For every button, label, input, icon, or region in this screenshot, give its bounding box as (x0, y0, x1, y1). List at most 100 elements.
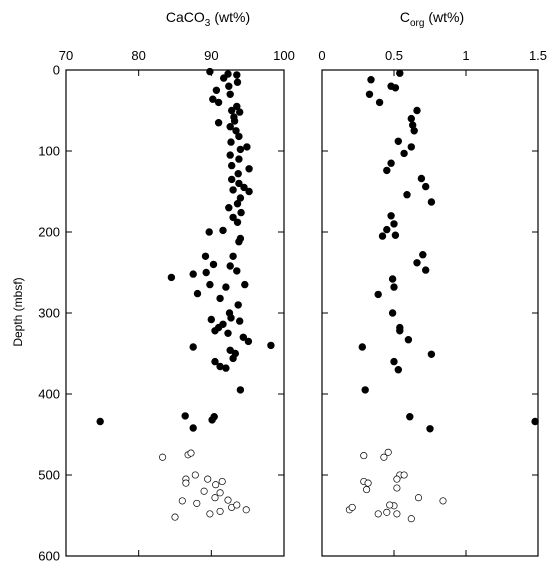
corg-filled-point (358, 343, 366, 351)
corg-filled-point (394, 137, 402, 146)
caco3-plot-frame (65, 69, 285, 557)
caco3-filled-point (234, 170, 242, 178)
corg-open-point (374, 510, 382, 518)
caco3-open-point (224, 496, 232, 504)
caco3-filled-point (233, 267, 241, 275)
axes-layer: 70 80 90 100 0 100 200 300 400 500 600 0 0.5 1 1.5 (38, 48, 547, 564)
corg-filled-point (387, 212, 395, 220)
caco3-filled-point (235, 238, 243, 246)
corg-filled-point (388, 275, 397, 283)
caco3-filled-point (245, 165, 253, 173)
caco3-open-point (204, 475, 212, 483)
corg-filled-point (407, 114, 415, 123)
caco3-filled-point (236, 108, 244, 116)
caco3-filled-point (243, 143, 251, 151)
corg-filled-point (396, 327, 404, 335)
caco3-filled-point (239, 333, 248, 341)
corg-filled-point (387, 159, 395, 167)
caco3-filled-point (236, 194, 245, 202)
caco3-x-tick-label: 100 (273, 48, 295, 63)
corg-open-point (407, 515, 415, 523)
caco3-filled-point (234, 301, 242, 309)
corg-filled-point (361, 386, 369, 394)
caco3-filled-point (206, 280, 214, 289)
caco3-filled-point (212, 86, 221, 95)
corg-open-point (393, 475, 401, 483)
caco3-filled-point (236, 145, 245, 154)
caco3-filled-point (216, 294, 224, 303)
corg-filled-point (413, 106, 421, 115)
caco3-filled-point (167, 273, 176, 282)
caco3-filled-point (206, 67, 214, 76)
caco3-filled-point (228, 175, 236, 184)
caco3-filled-point (233, 71, 241, 79)
caco3-title-sub: 3 (205, 18, 211, 29)
corg-title-sub: org (410, 18, 424, 29)
caco3-open-point (212, 481, 220, 489)
y-tick-label: 100 (38, 144, 60, 159)
caco3-filled-point (235, 155, 243, 163)
corg-open-point (363, 486, 371, 494)
caco3-filled-point (220, 74, 228, 82)
caco3-open-point (193, 499, 201, 507)
caco3-filled-point (230, 117, 239, 125)
caco3-filled-point (229, 354, 237, 363)
caco3-filled-point (229, 186, 237, 194)
corg-filled-point (383, 166, 391, 175)
y-tick-label: 0 (53, 63, 60, 78)
corg-filled-point (410, 127, 418, 135)
corg-filled-point (419, 251, 427, 259)
caco3-filled-point (205, 228, 213, 236)
caco3-filled-point (219, 226, 227, 235)
corg-filled-point (422, 182, 430, 191)
y-axis-title: Depth (mbsf) (11, 277, 25, 346)
caco3-filled-point (225, 204, 233, 212)
caco3-open-point (182, 479, 190, 487)
caco3-filled-point (233, 78, 242, 86)
caco3-filled-point (241, 280, 249, 289)
corg-open-point (400, 471, 408, 479)
caco3-filled-point (189, 343, 197, 351)
caco3-filled-point (193, 289, 202, 298)
caco3-filled-point (214, 98, 223, 107)
caco3-open-point (206, 510, 214, 518)
caco3-filled-point (209, 95, 217, 103)
caco3-open-point (216, 489, 224, 497)
caco3-filled-point (189, 270, 197, 278)
caco3-open-point (191, 471, 199, 479)
corg-x-tick-label: 1 (462, 48, 469, 63)
caco3-filled-point (208, 416, 216, 424)
corg-filled-point (374, 290, 382, 299)
caco3-filled-point (236, 317, 244, 325)
corg-filled-point (390, 357, 398, 366)
y-tick-label: 200 (38, 225, 60, 240)
caco3-filled-point (202, 268, 210, 277)
caco3-filled-point (240, 183, 248, 192)
caco3-filled-point (235, 179, 243, 188)
caco3-open-point (200, 487, 208, 495)
caco3-filled-point (211, 357, 219, 366)
corg-title-unit: (wt%) (428, 9, 464, 25)
corg-filled-point (383, 225, 391, 234)
corg-filled-point (400, 149, 408, 158)
corg-open-point (384, 448, 392, 456)
corg-x-tick-label: 1.5 (529, 48, 547, 63)
corg-filled-point (396, 69, 404, 77)
caco3-open-point (211, 494, 219, 502)
corg-filled-point (406, 413, 414, 421)
caco3-filled-point (224, 329, 232, 337)
caco3-filled-point (96, 417, 104, 426)
caco3-x-tick-label: 90 (204, 48, 218, 63)
corg-filled-point (365, 90, 374, 99)
corg-filled-point (426, 425, 434, 433)
corg-open-point (386, 501, 394, 509)
caco3-filled-point (207, 315, 216, 324)
caco3-filled-point (229, 213, 237, 222)
caco3-filled-point (229, 252, 237, 260)
corg-filled-point (378, 232, 387, 240)
caco3-x-tick-label: 80 (131, 48, 145, 63)
corg-open-point (360, 452, 368, 460)
caco3-open-point (178, 497, 186, 505)
corg-x-tick-label: 0.5 (385, 48, 403, 63)
